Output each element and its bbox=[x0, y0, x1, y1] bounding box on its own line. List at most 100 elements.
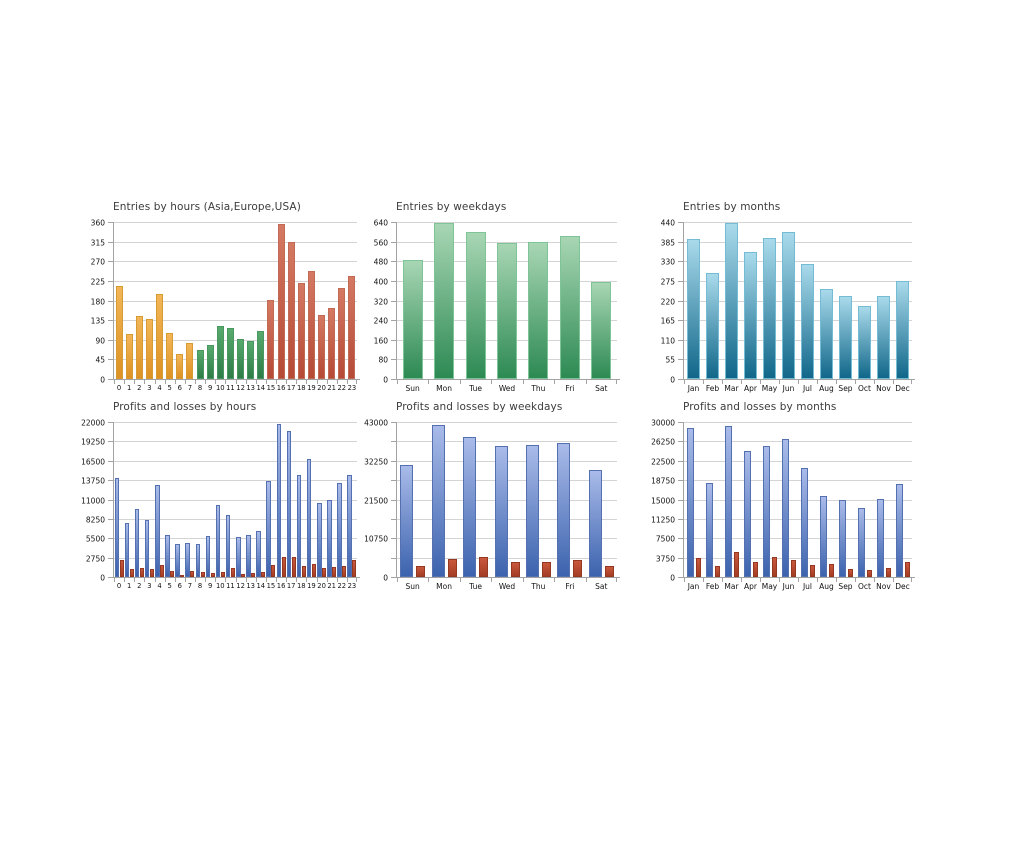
bar-losses-Nov bbox=[885, 567, 891, 577]
y-axis-label: 270 bbox=[90, 257, 105, 266]
y-axis-label: 135 bbox=[90, 316, 105, 325]
bar-losses-Wed bbox=[510, 562, 520, 577]
x-axis-tick bbox=[164, 380, 166, 384]
x-axis-label: 11 bbox=[226, 582, 235, 590]
x-axis-label: Sun bbox=[405, 384, 420, 393]
x-axis-tick bbox=[893, 578, 894, 582]
y-axis-line bbox=[113, 422, 114, 577]
x-axis-tick bbox=[316, 380, 318, 384]
x-axis-tick bbox=[296, 578, 298, 582]
x-axis-label: 23 bbox=[347, 384, 357, 392]
x-axis-label: 19 bbox=[307, 582, 316, 590]
x-axis-label: Oct bbox=[858, 582, 871, 591]
bar-losses-3 bbox=[149, 568, 154, 577]
bar-profits-Wed bbox=[494, 445, 508, 577]
bar-losses-12 bbox=[241, 573, 246, 577]
x-axis-label: Thu bbox=[531, 582, 546, 591]
x-axis-tick bbox=[336, 380, 338, 384]
x-axis-tick bbox=[703, 380, 704, 384]
chart-title: Entries by months bbox=[683, 201, 781, 213]
y-axis-label: 0 bbox=[383, 573, 388, 582]
x-axis-label: Jan bbox=[687, 582, 700, 591]
bar-losses-0 bbox=[119, 560, 124, 577]
bar-12 bbox=[237, 339, 245, 379]
x-axis-tick bbox=[779, 578, 780, 582]
bar-losses-22 bbox=[342, 566, 347, 577]
y-axis-label: 160 bbox=[373, 336, 388, 345]
y-axis-label: 22500 bbox=[651, 457, 675, 466]
bar-Jun bbox=[782, 232, 795, 379]
gridline bbox=[114, 320, 357, 321]
y-axis-tick bbox=[391, 301, 396, 302]
x-axis-label: 3 bbox=[147, 384, 152, 392]
gridline bbox=[114, 261, 357, 262]
bar-Sat bbox=[591, 281, 612, 379]
y-axis-tick bbox=[391, 461, 396, 462]
x-axis-tick bbox=[855, 578, 856, 582]
y-axis-tick bbox=[108, 500, 113, 501]
bar-Fri bbox=[559, 236, 580, 379]
gridline bbox=[684, 538, 912, 539]
bar-profits-13 bbox=[246, 535, 251, 577]
gridline bbox=[684, 261, 912, 262]
y-axis-label: 8250 bbox=[85, 515, 105, 524]
x-axis-label: Jan bbox=[687, 384, 700, 393]
x-axis-tick bbox=[397, 578, 398, 582]
x-axis-tick bbox=[911, 578, 912, 582]
y-axis-label: 220 bbox=[660, 297, 675, 306]
x-axis-label: May bbox=[761, 582, 778, 591]
bar-profits-7 bbox=[185, 543, 190, 577]
x-axis-tick bbox=[616, 380, 617, 384]
bar-losses-Sep bbox=[847, 569, 853, 577]
x-axis-label: 17 bbox=[286, 582, 296, 590]
y-axis-tick bbox=[108, 379, 113, 380]
y-axis-label: 2750 bbox=[85, 554, 105, 563]
x-axis-label: Sep bbox=[838, 384, 853, 393]
x-axis-label: 15 bbox=[266, 582, 276, 590]
x-axis-tick bbox=[174, 578, 176, 582]
x-axis-tick bbox=[205, 578, 207, 582]
gridline bbox=[114, 480, 357, 481]
x-axis-tick bbox=[215, 578, 217, 582]
gridline bbox=[397, 222, 617, 223]
y-axis-tick bbox=[391, 480, 396, 481]
bar-Nov bbox=[877, 295, 890, 379]
bar-losses-10 bbox=[220, 571, 225, 577]
x-axis-line bbox=[683, 379, 915, 380]
x-axis-label: Mon bbox=[436, 384, 453, 393]
y-axis-tick bbox=[108, 301, 113, 302]
chart-entries-by-hours: Entries by hours (Asia,Europe,USA) 0 45 90… bbox=[91, 201, 360, 392]
y-axis-tick bbox=[108, 538, 113, 539]
x-axis-tick bbox=[554, 380, 556, 384]
x-axis-label: 22 bbox=[337, 582, 347, 590]
gridline bbox=[114, 558, 357, 559]
x-axis-label: Mar bbox=[724, 384, 739, 393]
x-axis-label: Aug bbox=[819, 384, 834, 393]
x-axis-tick bbox=[174, 380, 176, 384]
bar-profits-1 bbox=[124, 522, 130, 577]
y-axis-tick bbox=[391, 500, 396, 501]
x-axis-tick bbox=[265, 578, 267, 582]
x-axis-label: Jun bbox=[782, 384, 795, 393]
x-axis-tick bbox=[836, 380, 837, 384]
y-axis-label: 0 bbox=[670, 375, 675, 384]
y-axis-tick bbox=[108, 261, 113, 262]
y-axis-tick bbox=[678, 480, 683, 481]
x-axis-line bbox=[396, 379, 620, 380]
x-axis-tick bbox=[215, 380, 217, 384]
x-axis-label: 3 bbox=[147, 582, 152, 590]
y-axis-label: 22000 bbox=[81, 418, 105, 427]
chart-title: Profits and losses by hours bbox=[113, 401, 257, 413]
x-axis-label: Fri bbox=[565, 582, 575, 591]
x-axis-label: 13 bbox=[246, 384, 256, 392]
bar-losses-Fri bbox=[573, 559, 583, 577]
bar-losses-23 bbox=[352, 560, 357, 577]
bar-losses-20 bbox=[322, 567, 327, 577]
x-axis-label: 17 bbox=[286, 384, 296, 392]
bar-Sep bbox=[839, 295, 852, 379]
x-axis-tick bbox=[817, 380, 818, 384]
y-axis-label: 385 bbox=[660, 238, 675, 247]
bar-profits-6 bbox=[175, 544, 180, 577]
bar-losses-19 bbox=[311, 563, 316, 577]
gridline bbox=[684, 441, 912, 442]
